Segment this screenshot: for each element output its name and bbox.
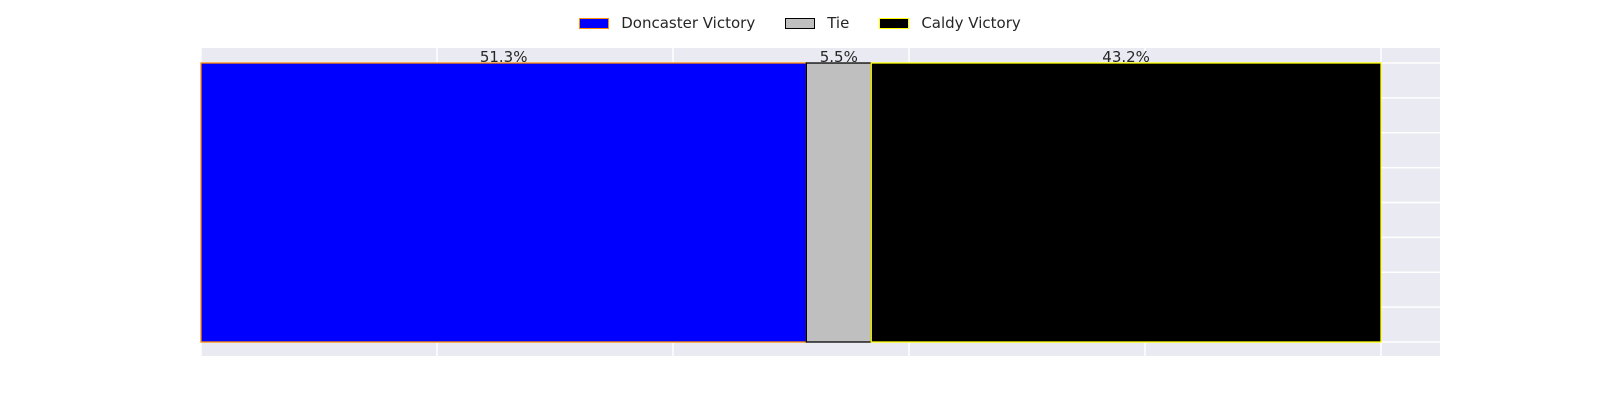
data-label-1: 5.5%: [820, 48, 858, 66]
bar-segment-1: [805, 62, 872, 343]
legend-label-caldy: Caldy Victory: [921, 14, 1021, 32]
data-label-0: 51.3%: [480, 48, 528, 66]
legend: Doncaster Victory Tie Caldy Victory: [0, 14, 1600, 32]
bar-segment-2: [870, 62, 1382, 343]
data-label-2: 43.2%: [1102, 48, 1150, 66]
legend-swatch-doncaster: [579, 17, 610, 29]
legend-item-doncaster: Doncaster Victory: [579, 14, 755, 32]
legend-item-tie: Tie: [785, 14, 849, 32]
legend-item-caldy: Caldy Victory: [879, 14, 1021, 32]
bars: [200, 62, 1382, 343]
legend-swatch-caldy: [879, 17, 910, 29]
legend-label-tie: Tie: [827, 14, 850, 32]
data-labels: 51.3% 5.5% 43.2%: [480, 48, 1150, 66]
legend-swatch-tie: [785, 17, 816, 29]
legend-label-doncaster: Doncaster Victory: [621, 14, 756, 32]
bar-segment-0: [200, 62, 807, 343]
